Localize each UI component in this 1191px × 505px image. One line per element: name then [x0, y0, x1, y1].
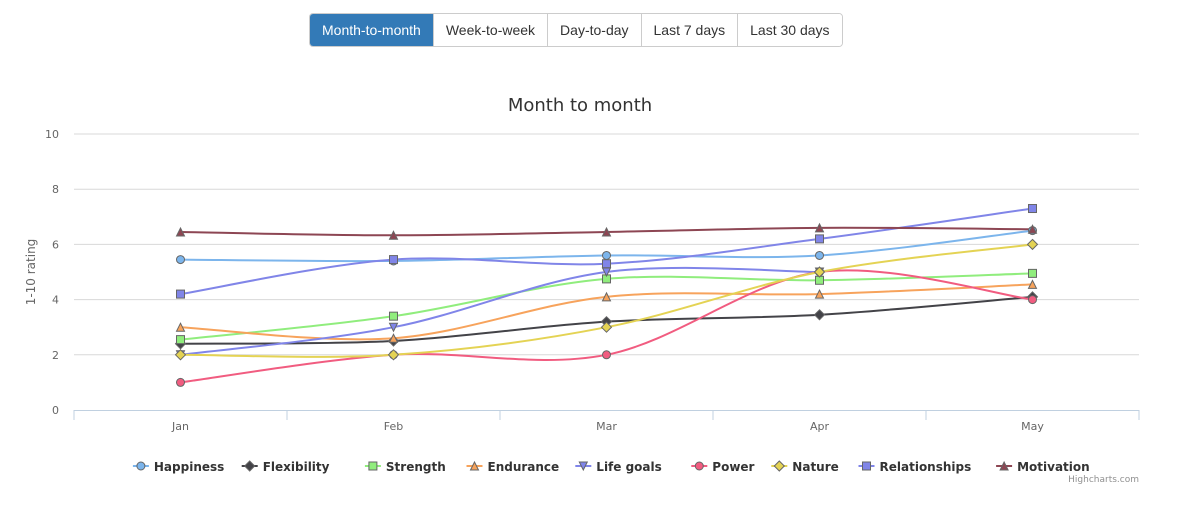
x-tick-label-jan: Jan — [171, 420, 189, 433]
point-nature-jan[interactable] — [174, 349, 187, 361]
axes: Jan Feb Mar Apr May — [73, 410, 1140, 433]
legend-label-life-goals[interactable]: Life goals — [596, 460, 661, 474]
point-endurance-apr[interactable] — [814, 288, 825, 299]
y-tick-label: 10 — [45, 128, 59, 141]
legend-symbol-endurance[interactable] — [469, 460, 480, 471]
legend-label-nature[interactable]: Nature — [792, 460, 838, 474]
point-power-mar[interactable] — [602, 350, 611, 360]
legend-symbol-power[interactable] — [694, 461, 704, 471]
x-tick-label-may: May — [1021, 420, 1044, 433]
point-motivation-may[interactable] — [1027, 224, 1038, 234]
x-tick-label-feb: Feb — [384, 420, 403, 433]
legend-label-relationships[interactable]: Relationships — [880, 460, 972, 474]
legend-symbol-strength[interactable] — [368, 461, 378, 471]
credits-link[interactable]: Highcharts.com — [1068, 475, 1139, 485]
legend-label-motivation[interactable]: Motivation — [1017, 460, 1090, 474]
point-power-may[interactable] — [1028, 295, 1037, 305]
point-life-goals-feb[interactable] — [388, 322, 399, 333]
legend-item-flexibility[interactable]: Flexibility — [241, 460, 330, 474]
point-flexibility-apr[interactable] — [813, 309, 826, 321]
month-to-month-button[interactable]: Month-to-month — [310, 14, 433, 46]
point-endurance-may[interactable] — [1027, 279, 1038, 289]
point-strength-may[interactable] — [1028, 268, 1037, 278]
legend-item-life-goals[interactable]: Life goals — [575, 460, 662, 474]
point-happiness-mar[interactable] — [602, 250, 611, 260]
legend-item-nature[interactable]: Nature — [771, 460, 839, 474]
point-motivation-jan[interactable] — [175, 226, 186, 237]
legend-item-relationships[interactable]: Relationships — [858, 460, 972, 474]
day-to-day-button[interactable]: Day-to-day — [547, 14, 641, 46]
legend: Happiness Flexibility Strength Endurance Lif… — [132, 460, 1090, 474]
y-tick-label: 4 — [52, 294, 59, 307]
legend-symbol-flexibility[interactable] — [243, 460, 256, 472]
chart-title: Month to month — [508, 95, 652, 116]
legend-item-power[interactable]: Power — [691, 460, 755, 474]
point-motivation-apr[interactable] — [814, 222, 825, 233]
y-tick-label: 0 — [52, 404, 59, 417]
legend-label-power[interactable]: Power — [712, 460, 754, 474]
point-relationships-apr[interactable] — [815, 234, 824, 244]
point-endurance-jan[interactable] — [175, 322, 186, 332]
legend-label-endurance[interactable]: Endurance — [488, 460, 560, 474]
y-tick-label: 6 — [52, 238, 59, 251]
x-tick-label-mar: Mar — [596, 420, 617, 433]
point-motivation-mar[interactable] — [601, 226, 612, 237]
last-30-days-button[interactable]: Last 30 days — [737, 14, 842, 46]
point-relationships-mar[interactable] — [602, 259, 611, 269]
y-tick-label: 2 — [52, 349, 59, 362]
point-power-jan[interactable] — [176, 377, 185, 387]
series-line-life-goals — [180, 266, 820, 356]
legend-symbol-motivation[interactable] — [999, 460, 1009, 471]
legend-symbol-happiness[interactable] — [136, 461, 146, 471]
point-relationships-may[interactable] — [1028, 204, 1037, 214]
legend-label-flexibility[interactable]: Flexibility — [263, 460, 330, 474]
legend-item-happiness[interactable]: Happiness — [132, 460, 224, 474]
point-relationships-jan[interactable] — [176, 289, 185, 299]
x-tick-label-apr: Apr — [810, 420, 830, 433]
legend-symbol-nature[interactable] — [773, 460, 786, 472]
grid-lines: 0 2 4 6 8 10 — [45, 128, 1139, 417]
point-endurance-feb[interactable] — [388, 333, 399, 343]
legend-item-motivation[interactable]: Motivation — [996, 460, 1090, 474]
point-happiness-apr[interactable] — [815, 250, 824, 260]
legend-symbol-life-goals[interactable] — [578, 461, 589, 472]
point-strength-jan[interactable] — [176, 335, 185, 345]
point-strength-feb[interactable] — [389, 311, 398, 321]
range-button-group: Month-to-month Week-to-week Day-to-day L… — [309, 13, 843, 47]
legend-item-endurance[interactable]: Endurance — [466, 460, 560, 474]
point-happiness-jan[interactable] — [176, 255, 185, 265]
legend-label-happiness[interactable]: Happiness — [154, 460, 224, 474]
point-relationships-feb[interactable] — [389, 255, 398, 265]
point-endurance-mar[interactable] — [601, 291, 612, 302]
point-motivation-feb[interactable] — [388, 230, 399, 240]
series-markers — [174, 204, 1039, 387]
point-nature-feb[interactable] — [387, 349, 400, 361]
legend-item-strength[interactable]: Strength — [364, 460, 446, 474]
last-7-days-button[interactable]: Last 7 days — [640, 14, 738, 46]
legend-symbol-relationships[interactable] — [862, 461, 871, 471]
point-nature-mar[interactable] — [600, 321, 613, 333]
point-nature-may[interactable] — [1026, 238, 1039, 251]
legend-label-strength[interactable]: Strength — [386, 460, 446, 474]
week-to-week-button[interactable]: Week-to-week — [432, 14, 548, 46]
y-axis-label: 1-10 rating — [24, 239, 38, 306]
point-nature-apr[interactable] — [813, 266, 826, 278]
y-tick-label: 8 — [52, 183, 59, 196]
